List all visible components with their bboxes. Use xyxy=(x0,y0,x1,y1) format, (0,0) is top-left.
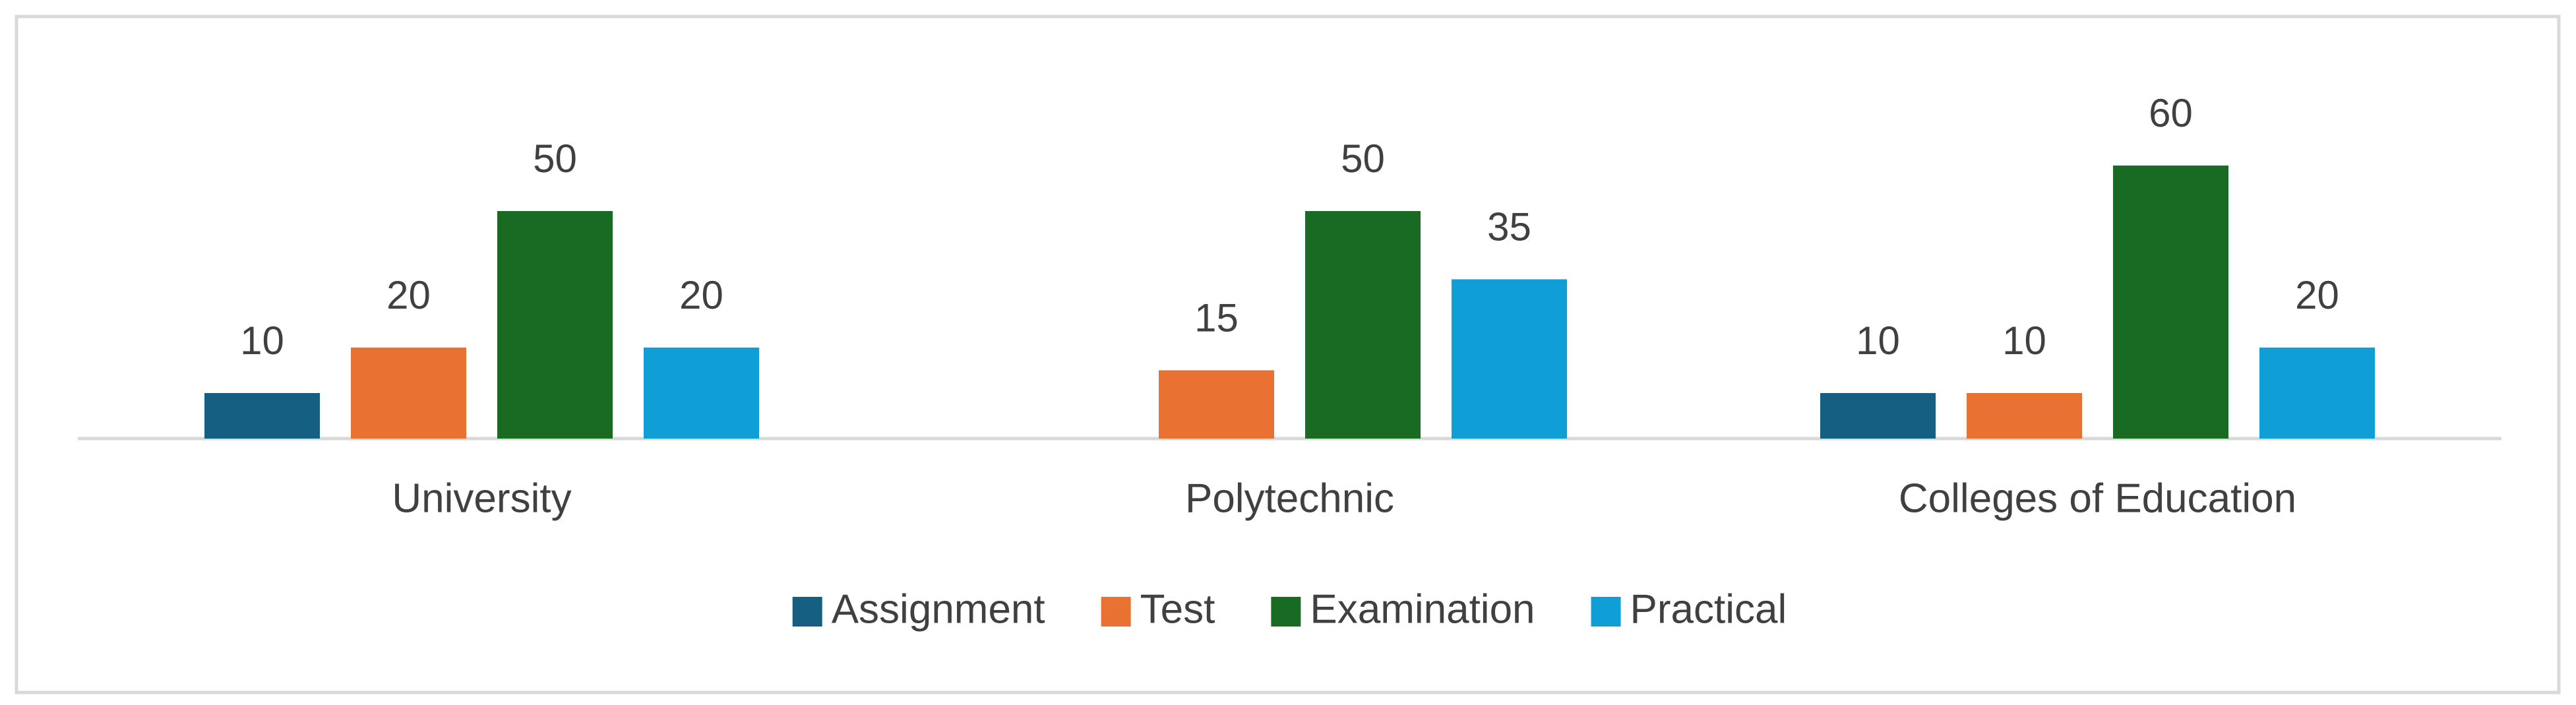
bar xyxy=(1452,279,1567,439)
value-label: 35 xyxy=(1487,204,1531,249)
value-label: 60 xyxy=(2149,91,2193,135)
legend-label: Practical xyxy=(1630,586,1787,632)
bar xyxy=(1820,393,1936,439)
bar xyxy=(351,348,466,439)
bar xyxy=(204,393,320,439)
bar xyxy=(1305,211,1421,439)
value-label: 20 xyxy=(679,273,723,317)
value-label: 20 xyxy=(2295,273,2339,317)
legend-swatch xyxy=(1101,597,1131,627)
x-tick-label: Colleges of Education xyxy=(1899,475,2296,521)
legend-label: Assignment xyxy=(832,586,1045,632)
legend-label: Test xyxy=(1140,586,1215,632)
legend-swatch xyxy=(1271,597,1301,627)
value-label: 10 xyxy=(240,319,284,363)
value-label: 50 xyxy=(1341,137,1385,181)
value-label: 20 xyxy=(386,273,431,317)
bar xyxy=(1159,370,1274,439)
value-label: 15 xyxy=(1194,295,1239,340)
value-label: 10 xyxy=(2002,319,2046,363)
value-label: 10 xyxy=(1856,319,1900,363)
legend-swatch xyxy=(1591,597,1621,627)
bar xyxy=(2259,348,2375,439)
bar xyxy=(1967,393,2082,439)
bar xyxy=(2113,166,2228,439)
legend-swatch xyxy=(792,597,822,627)
x-tick-label: Polytechnic xyxy=(1185,475,1394,521)
bar xyxy=(497,211,613,439)
bar xyxy=(644,348,759,439)
legend-label: Examination xyxy=(1310,586,1535,632)
x-tick-label: University xyxy=(392,475,571,521)
value-label: 50 xyxy=(533,137,577,181)
